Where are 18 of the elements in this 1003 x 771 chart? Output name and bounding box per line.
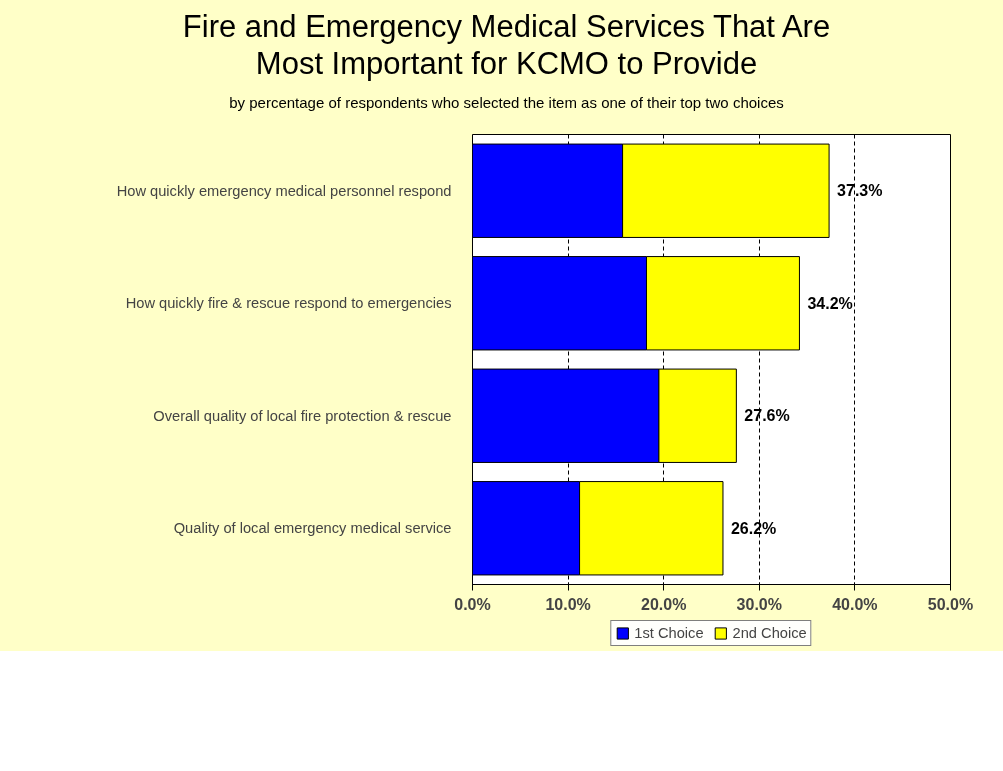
total-label: 34.2% xyxy=(807,294,853,312)
total-label: 26.2% xyxy=(730,519,777,537)
x-tick-label: 10.0% xyxy=(545,595,591,613)
x-tick-label: 20.0% xyxy=(641,595,687,613)
total-label: 37.3% xyxy=(837,182,883,200)
chart-title: Fire and Emergency Medical Services That Are Most Important for KCMO to Provide xyxy=(182,8,831,83)
x-tick-label: 40.0% xyxy=(832,595,878,613)
y-tick-label: How quickly emergency medical personnel respond xyxy=(116,182,452,199)
legend-label: 2nd Choice xyxy=(732,624,807,641)
total-label: 27.6% xyxy=(744,407,790,425)
chart-subtitle: by percentage of respondents who selected the item as one of their top two choices xyxy=(229,93,784,114)
y-tick-label: How quickly fire & rescue respond to emergencies xyxy=(125,295,452,312)
y-tick-label: Quality of local emergency medical service xyxy=(173,520,452,537)
x-tick-label: 0.0% xyxy=(454,595,491,613)
x-tick-label: 30.0% xyxy=(736,595,782,613)
legend-label: 1st Choice xyxy=(634,624,704,641)
x-tick-label: 50.0% xyxy=(927,595,974,613)
y-tick-label: Overall quality of local fire protection & rescue xyxy=(153,407,452,424)
